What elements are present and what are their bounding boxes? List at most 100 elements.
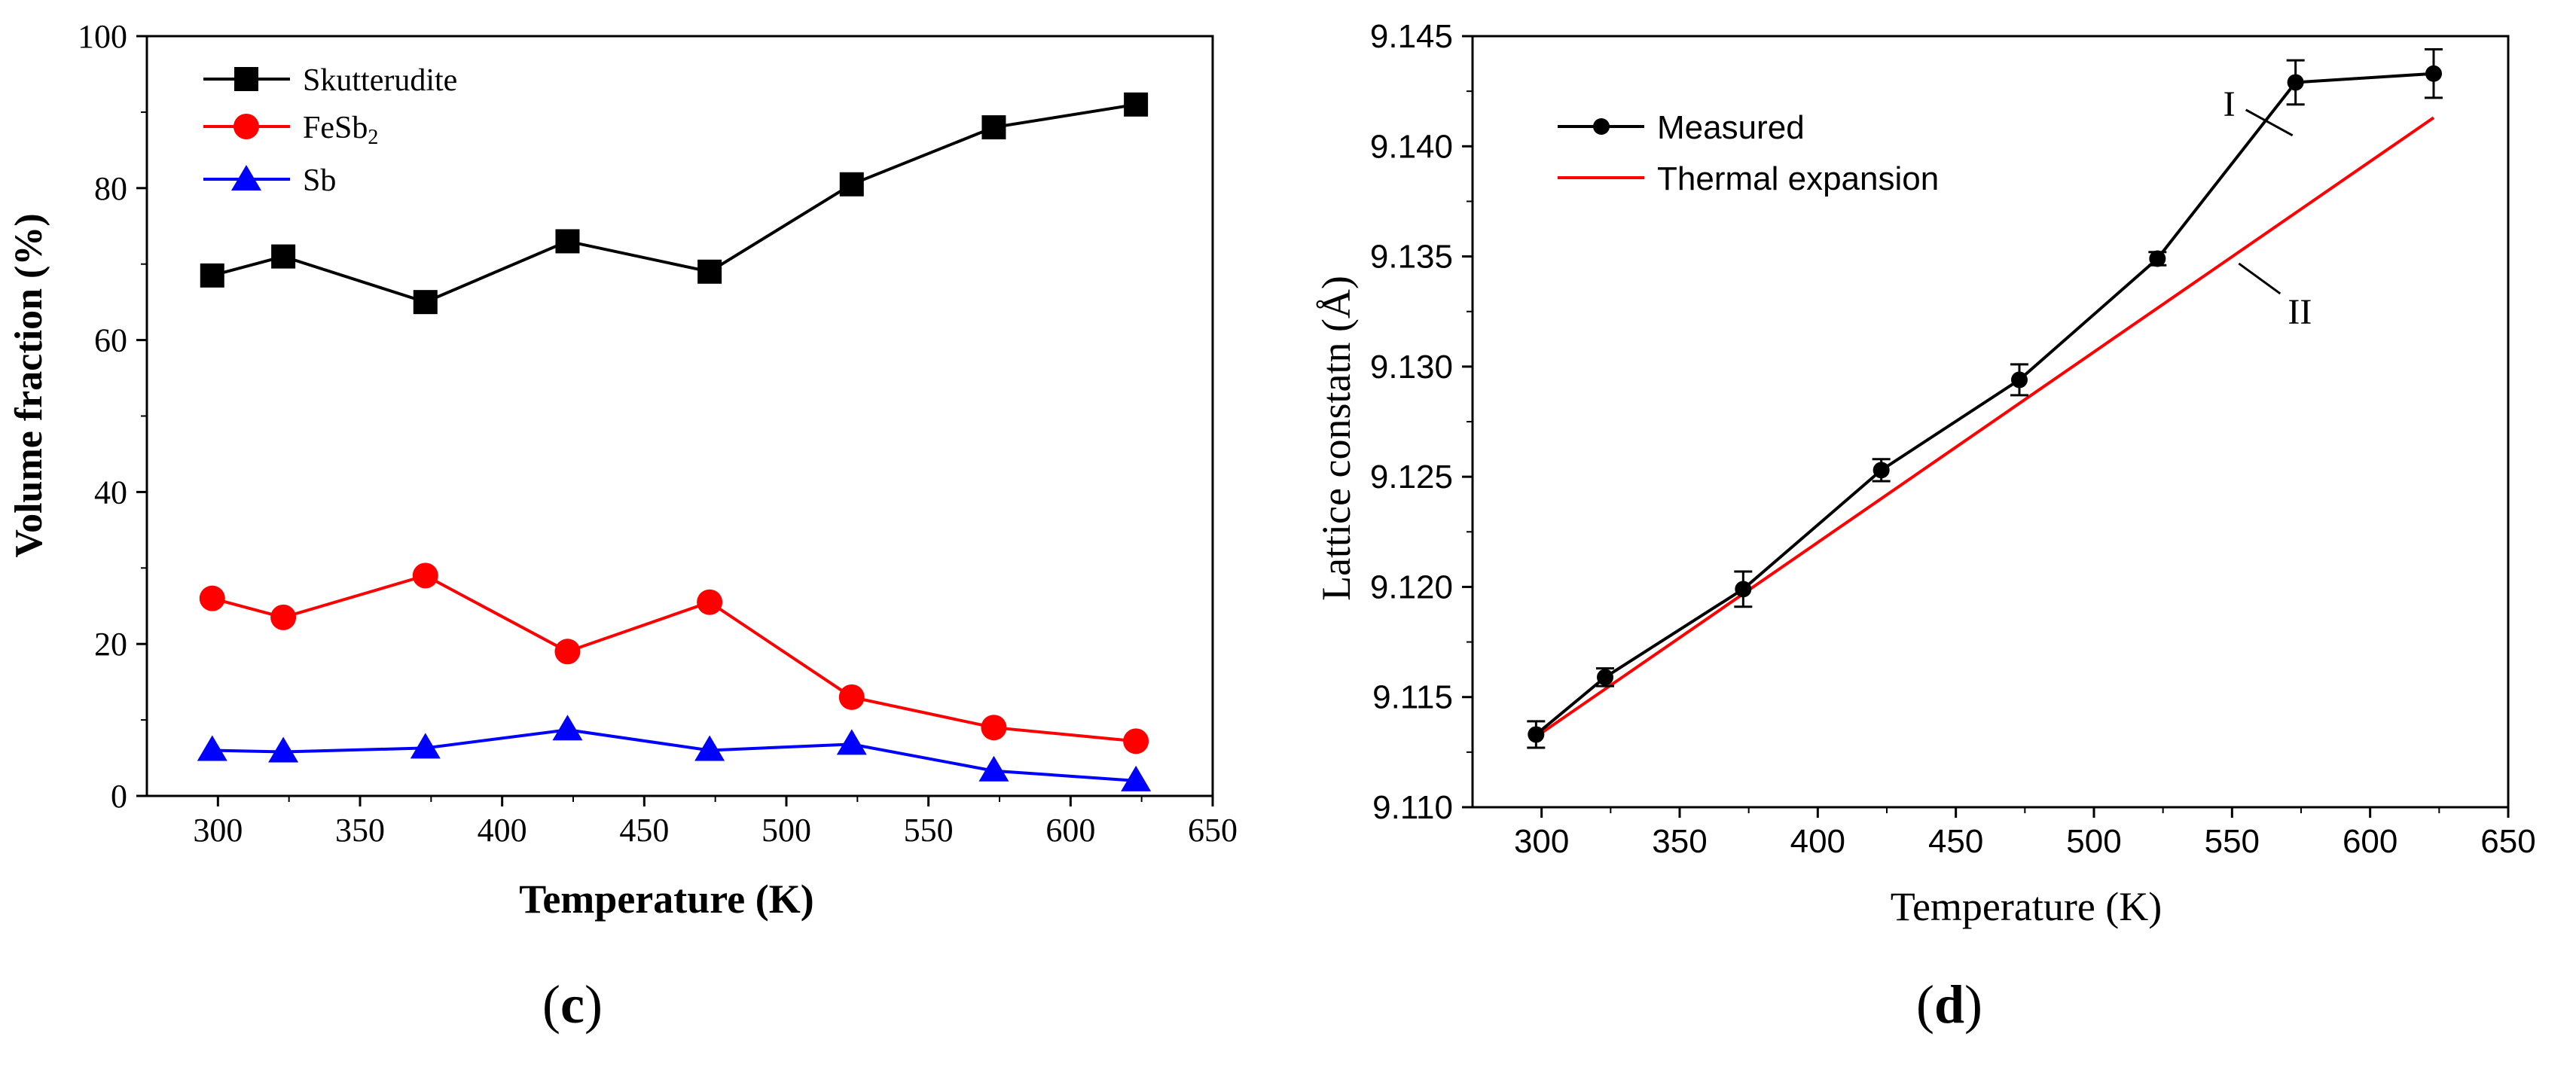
data-point-fesb2 (1123, 728, 1149, 755)
panel-c-xlabel: Temperature (K) (519, 876, 813, 922)
panel-c-tick-labels: 300 350 400 450 500 550 600 650 0 20 40 60 80 100 (78, 18, 1238, 849)
data-point-skutterudite (200, 263, 224, 288)
panel-d-ytick-label: 9.145 (1370, 18, 1453, 55)
legend-label-fesb2-sub: 2 (368, 126, 378, 149)
panel-d-xtick-label: 600 (2343, 823, 2397, 860)
data-point-sb (694, 735, 725, 761)
panel-c-chart: 300 350 400 450 500 550 600 650 0 20 40 60 80 100 Vol… (8, 18, 1238, 1035)
panel-c-ytick-label: 40 (94, 474, 127, 511)
panel-c-ytick-label: 100 (78, 18, 127, 55)
panel-c-xtick-label: 400 (478, 812, 527, 849)
data-point-sb (1121, 765, 1152, 791)
panel-d-letter: d (1934, 974, 1964, 1035)
panel-c-series (197, 92, 1152, 791)
data-point-fesb2 (981, 715, 1007, 741)
panel-d-xtick-label: 350 (1652, 823, 1707, 860)
annotation-leader-I (2245, 108, 2294, 137)
panel-d-xtick-label: 450 (1928, 823, 1983, 860)
annotation-leader-II (2238, 262, 2281, 295)
data-point-fesb2 (412, 562, 438, 589)
panel-c-ytick-label: 20 (94, 626, 127, 663)
series-line-thermal-expansion (1535, 116, 2435, 739)
data-point-measured (1735, 581, 1752, 598)
data-point-sb (552, 715, 583, 741)
panel-c-xtick-label: 350 (335, 812, 385, 849)
panel-c-xtick-label: 300 (193, 812, 243, 849)
legend-label-measured: Measured (1657, 109, 1805, 146)
panel-c-ytick-label: 60 (94, 322, 127, 359)
panel-d-legend: Measured Thermal expansion (1558, 109, 1939, 197)
panel-c-legend: Skutterudite FeSb2 Sb (203, 63, 457, 198)
panel-c-xtick-label: 500 (762, 812, 811, 849)
legend-label-skutterudite: Skutterudite (303, 63, 457, 98)
panel-c-ytick-label: 0 (111, 778, 127, 815)
data-point-measured (1872, 462, 1890, 479)
data-point-fesb2 (554, 639, 581, 665)
panel-d-ytick-label: 9.115 (1372, 679, 1453, 716)
annotation-label-II: II (2288, 292, 2312, 332)
panel-d-xtick-label: 500 (2066, 823, 2121, 860)
panel-d-xtick-label: 650 (2480, 823, 2535, 860)
panel-d-chart: 300 350 400 450 500 550 600 650 9.110 9.115 9.120 9… (1314, 18, 2536, 1035)
panel-d-ytick-label: 9.130 (1370, 349, 1453, 386)
panel-c-label: (c) (542, 974, 603, 1035)
data-point-measured (2149, 250, 2166, 267)
data-point-skutterudite (271, 244, 296, 269)
data-point-measured (2287, 74, 2304, 91)
panel-d-xtick-label: 400 (1790, 823, 1845, 860)
data-point-measured (1528, 726, 1545, 743)
legend-marker-measured (1593, 118, 1610, 135)
legend-label-thermal: Thermal expansion (1657, 160, 1939, 197)
series-line-1 (212, 574, 1137, 743)
data-point-sb (268, 736, 299, 763)
panel-d-ytick-label: 9.125 (1370, 459, 1453, 495)
panel-d-xtick-label: 550 (2205, 823, 2260, 860)
panel-c-xtick-label: 650 (1188, 812, 1238, 849)
data-point-skutterudite (555, 229, 580, 254)
panel-c-xtick-label: 550 (904, 812, 954, 849)
data-point-sb (836, 729, 867, 755)
data-point-fesb2 (270, 604, 297, 630)
annotation-label-I: I (2223, 84, 2236, 124)
panel-c-ytick-label: 80 (94, 170, 127, 207)
legend-marker-fesb2 (233, 114, 259, 139)
panel-d-annotations: III (2223, 84, 2312, 332)
data-point-fesb2 (199, 585, 225, 611)
data-point-measured (2425, 65, 2442, 82)
panel-d-xlabel: Temperature (K) (1891, 884, 2162, 929)
series-line-measured (1535, 72, 2434, 736)
legend-label-sb: Sb (303, 163, 336, 198)
data-point-measured (2011, 371, 2028, 389)
panel-d-ylabel: Lattice constatn (Å) (1314, 276, 1359, 601)
data-point-skutterudite (839, 172, 864, 197)
panel-c-axes (136, 35, 1214, 806)
data-point-sb (197, 735, 227, 761)
data-point-skutterudite (1124, 92, 1149, 117)
panel-d-label: (d) (1916, 974, 1982, 1035)
legend-label-fesb2: FeSb2 (303, 111, 378, 149)
legend-marker-skutterudite (234, 67, 258, 91)
panel-d-ytick-label: 9.140 (1370, 128, 1453, 165)
panel-c-letter: c (560, 974, 584, 1035)
data-point-fesb2 (838, 684, 865, 710)
data-point-fesb2 (697, 589, 723, 615)
panel-d-tick-labels: 300 350 400 450 500 550 600 650 9.110 9.115 9.120 9… (1370, 18, 2536, 860)
data-point-measured (1597, 669, 1613, 686)
panel-c-ylabel: Volume fraction (%) (8, 213, 50, 557)
data-point-skutterudite (413, 290, 438, 315)
panel-d-xtick-label: 300 (1514, 823, 1569, 860)
panel-d-ytick-label: 9.120 (1370, 569, 1453, 605)
data-point-sb (978, 755, 1009, 782)
panel-d-axes (1462, 35, 2510, 818)
legend-label-fesb2-main: FeSb (303, 111, 368, 145)
legend-marker-sb (231, 165, 261, 191)
panel-c-xtick-label: 450 (619, 812, 669, 849)
series-line-2 (212, 728, 1137, 782)
panel-d-series (1527, 48, 2443, 749)
panel-d-ytick-label: 9.135 (1370, 239, 1453, 276)
data-point-skutterudite (697, 259, 722, 284)
series-line-0 (212, 102, 1137, 304)
panel-c-plot-frame (145, 35, 1214, 797)
panel-c-xtick-label: 600 (1045, 812, 1095, 849)
